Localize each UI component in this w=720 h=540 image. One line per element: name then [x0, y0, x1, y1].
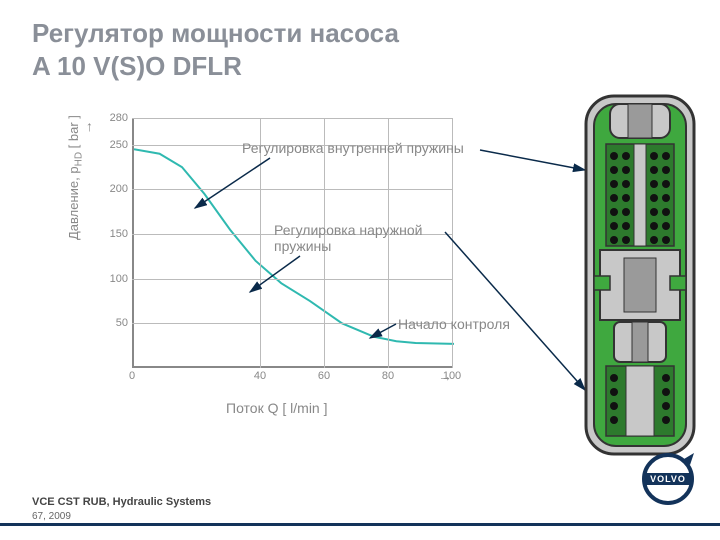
annot-outer-spring-l2: пружины — [274, 238, 331, 255]
y-axis-arrow: ↑ — [86, 118, 93, 134]
annot-outer-spring-l1: Регулировка наружной — [274, 222, 422, 239]
xtick: 40 — [254, 370, 266, 382]
ytick: 150 — [100, 228, 128, 240]
slide-title: Регулятор мощности насоса A 10 V(S)O DFL… — [32, 18, 399, 82]
ytick: 50 — [100, 317, 128, 329]
xtick: 60 — [318, 370, 330, 382]
regulator-cutaway — [580, 90, 700, 460]
svg-text:VOLVO: VOLVO — [650, 474, 686, 484]
volvo-logo: VOLVO — [638, 449, 698, 514]
gridline-h — [132, 279, 452, 280]
title-line1: Регулятор мощности насоса — [32, 18, 399, 49]
x-axis-label: Поток Q [ l/min ] — [226, 400, 328, 416]
annot-inner-spring: Регулировка внутренней пружины — [242, 140, 464, 157]
gridline-h — [132, 118, 452, 119]
xtick: 80 — [382, 370, 394, 382]
annot-start-control: Начало контроля — [398, 316, 510, 333]
footer-org: VCE CST RUB, Hydraulic Systems — [32, 496, 211, 508]
xtick: 100 — [443, 370, 461, 382]
ytick: 280 — [100, 112, 128, 124]
xtick: 0 — [129, 370, 135, 382]
footer-divider — [0, 523, 720, 526]
ytick: 250 — [100, 139, 128, 151]
ytick: 100 — [100, 273, 128, 285]
pressure-flow-chart: Давление, pHD [ bar ] ↑ Поток Q [ l/min … — [76, 110, 476, 440]
ytick: 200 — [100, 183, 128, 195]
footer-date: 67, 2009 — [32, 511, 71, 522]
title-line2: A 10 V(S)O DFLR — [32, 51, 399, 82]
gridline-h — [132, 189, 452, 190]
y-axis-label: Давление, pHD [ bar ] — [66, 115, 85, 240]
